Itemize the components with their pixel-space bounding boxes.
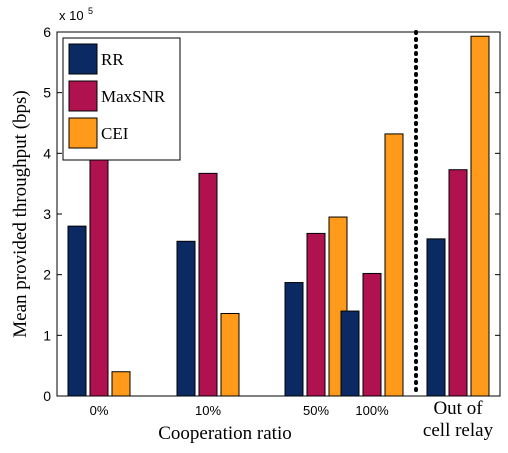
bar-maxsnr-0	[89, 151, 109, 397]
x-tick-label: 0%	[90, 403, 109, 418]
y-tick-label: 4	[43, 145, 51, 161]
bar-rr-0	[67, 225, 87, 397]
y-tick-label: 1	[43, 327, 51, 343]
bar-rr-3	[340, 310, 360, 397]
y-scale-multiplier: x 10	[59, 8, 84, 23]
legend-swatch-rr	[68, 43, 98, 75]
bar-rr-2	[284, 282, 304, 397]
bar-maxsnr-4	[448, 169, 468, 397]
x-tick-label: 100%	[355, 403, 389, 418]
y-tick-label: 6	[43, 24, 51, 40]
bar-cei-0	[111, 371, 131, 397]
y-tick-label: 3	[43, 206, 51, 222]
legend-label-rr: RR	[101, 50, 124, 69]
y-tick-label: 2	[43, 267, 51, 283]
y-scale-exponent: 5	[88, 6, 93, 16]
x-tick-label: 50%	[303, 403, 329, 418]
y-tick-label: 0	[43, 388, 51, 404]
bar-cei-1	[220, 312, 240, 397]
x-tick-label: 10%	[195, 403, 221, 418]
bar-rr-4	[426, 238, 446, 397]
bar-rr-1	[176, 240, 196, 397]
legend-label-maxsnr: MaxSNR	[101, 87, 166, 106]
bar-maxsnr-2	[306, 232, 326, 397]
bar-maxsnr-1	[198, 172, 218, 397]
bar-maxsnr-3	[362, 272, 382, 397]
legend-label-cei: CEI	[101, 124, 129, 143]
y-tick-label: 5	[43, 85, 51, 101]
bar-cei-4	[470, 35, 490, 397]
y-axis-label: Mean provided throughput (bps)	[10, 90, 31, 337]
x-axis-label: Cooperation ratio	[158, 423, 292, 444]
legend-swatch-maxsnr	[68, 80, 98, 112]
legend-swatch-cei	[68, 117, 98, 149]
x-tick-label: cell relay	[423, 420, 494, 441]
bar-cei-3	[384, 133, 404, 397]
x-tick-label: Out of	[433, 398, 483, 419]
